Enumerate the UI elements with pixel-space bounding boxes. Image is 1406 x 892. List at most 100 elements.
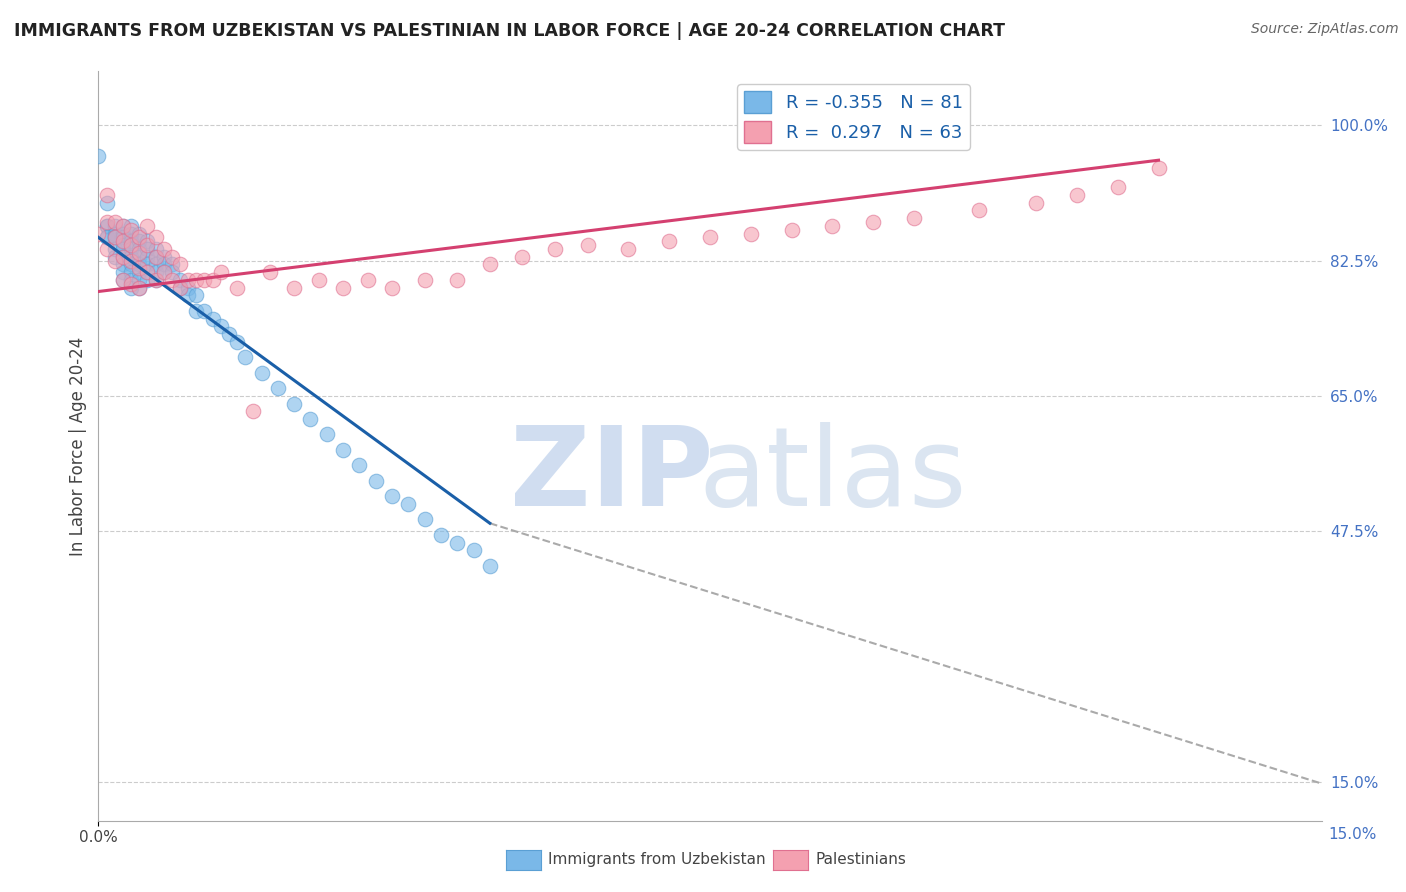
Point <box>96 230 118 244</box>
Point <box>120 235 142 249</box>
Point <box>186 288 208 302</box>
Point <box>381 280 404 294</box>
Point <box>1147 161 1170 175</box>
Point <box>160 265 183 279</box>
Point <box>299 412 322 426</box>
Point <box>193 303 215 318</box>
Point <box>740 227 762 241</box>
Point <box>259 265 281 279</box>
Point <box>226 280 249 294</box>
Point <box>364 474 387 488</box>
Point <box>250 366 273 380</box>
Point <box>104 250 127 264</box>
Point <box>136 265 159 279</box>
Point <box>233 350 256 364</box>
Point <box>242 404 264 418</box>
Point <box>218 326 240 341</box>
Point <box>315 427 337 442</box>
Point <box>332 280 354 294</box>
Point <box>111 273 134 287</box>
Point <box>111 250 134 264</box>
Point <box>111 219 134 233</box>
Point <box>152 265 174 279</box>
Point <box>413 273 436 287</box>
Point <box>145 265 167 279</box>
Point <box>96 219 118 233</box>
Point <box>104 230 127 244</box>
Point <box>104 219 127 233</box>
Point <box>186 303 208 318</box>
Point <box>128 230 150 244</box>
Point <box>478 558 501 573</box>
Point <box>145 257 167 271</box>
Point <box>111 219 134 233</box>
Point <box>780 223 803 237</box>
Point <box>111 265 134 279</box>
Point <box>145 273 167 287</box>
Point <box>111 238 134 252</box>
Point <box>104 230 127 244</box>
Point <box>111 230 134 244</box>
Point <box>177 280 200 294</box>
Point <box>120 273 142 287</box>
Point <box>136 273 159 287</box>
Point <box>396 497 419 511</box>
Point <box>193 273 215 287</box>
Point <box>1025 195 1047 210</box>
Point <box>104 242 127 256</box>
Y-axis label: In Labor Force | Age 20-24: In Labor Force | Age 20-24 <box>69 336 87 556</box>
Point <box>209 319 232 334</box>
Point <box>87 149 110 163</box>
Point <box>145 273 167 287</box>
Point <box>120 227 142 241</box>
Point <box>413 512 436 526</box>
Point <box>128 257 150 271</box>
Point <box>104 215 127 229</box>
Point <box>169 273 191 287</box>
Point <box>446 273 468 287</box>
Text: Source: ZipAtlas.com: Source: ZipAtlas.com <box>1251 22 1399 37</box>
Point <box>96 230 118 244</box>
Point <box>120 219 142 233</box>
Point <box>903 211 925 226</box>
Point <box>111 235 134 249</box>
Point <box>120 280 142 294</box>
Point <box>283 396 305 410</box>
Point <box>186 273 208 287</box>
Point <box>128 235 150 249</box>
Point <box>120 257 142 271</box>
Point <box>381 489 404 503</box>
Point <box>430 528 453 542</box>
Point <box>862 215 884 229</box>
Point <box>201 311 224 326</box>
Point <box>104 230 127 244</box>
Point <box>136 238 159 252</box>
Point <box>120 242 142 256</box>
Point <box>576 238 599 252</box>
Point <box>1066 188 1088 202</box>
Point <box>152 242 174 256</box>
Point <box>145 250 167 264</box>
Point <box>120 250 142 264</box>
Point <box>152 265 174 279</box>
Point <box>160 273 183 287</box>
Point <box>209 265 232 279</box>
Point <box>544 242 567 256</box>
Point <box>136 257 159 271</box>
Point <box>111 273 134 287</box>
Point <box>356 273 378 287</box>
Point <box>308 273 330 287</box>
Point <box>152 257 174 271</box>
Point <box>120 277 142 291</box>
Point <box>136 219 159 233</box>
Point <box>332 442 354 457</box>
Point <box>699 230 721 244</box>
Point <box>169 257 191 271</box>
Point <box>120 223 142 237</box>
Text: atlas: atlas <box>699 423 966 530</box>
Point <box>128 273 150 287</box>
Point <box>96 195 118 210</box>
Point <box>136 265 159 279</box>
Point <box>111 227 134 241</box>
Point <box>177 288 200 302</box>
